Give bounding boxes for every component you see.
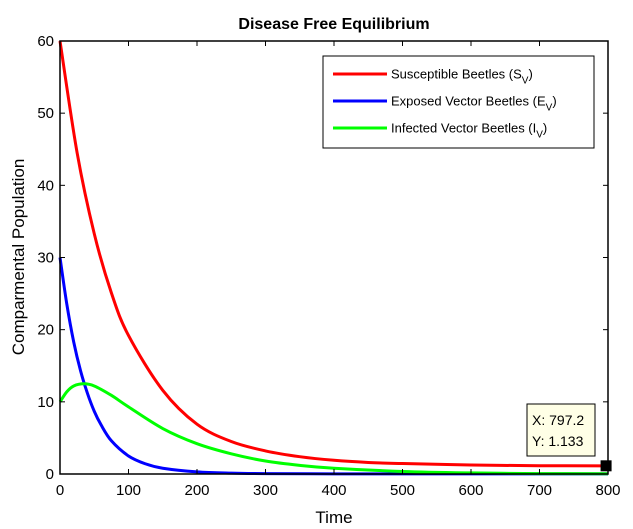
data-tip-y: Y: 1.133 <box>532 433 584 449</box>
legend-entry-E: Exposed Vector Beetles (EV) <box>391 94 557 114</box>
legend: Susceptible Beetles (SV) Exposed Vector B… <box>322 55 595 149</box>
data-tip-x: X: 797.2 <box>532 412 584 428</box>
x-axis-label: Time <box>315 508 352 527</box>
series-line-S <box>58 40 609 468</box>
data-tip[interactable]: X: 797.2 Y: 1.133 <box>526 403 612 472</box>
y-tick-label: 60 <box>37 33 54 50</box>
y-tick-label: 20 <box>37 322 54 339</box>
y-tick-label: 40 <box>37 177 54 194</box>
x-tick-label: 400 <box>321 482 346 499</box>
x-tick-label: 100 <box>116 482 141 499</box>
x-tick-label: 0 <box>56 482 64 499</box>
legend-entry-I: Infected Vector Beetles (IV) <box>391 121 547 141</box>
y-tick-label: 10 <box>37 394 54 411</box>
x-tick-label: 300 <box>253 482 278 499</box>
plot-frame <box>59 40 609 475</box>
y-tick-label: 0 <box>46 466 54 483</box>
chart-title: Disease Free Equilibrium <box>238 16 429 33</box>
y-tick-label: 30 <box>37 250 54 267</box>
data-tip-marker[interactable] <box>600 460 612 472</box>
x-tick-label: 200 <box>184 482 209 499</box>
y-axis-label: Comparmental Population <box>9 159 28 356</box>
x-tick-label: 500 <box>390 482 415 499</box>
x-tick-label: 800 <box>595 482 620 499</box>
x-tick-label: 600 <box>458 482 483 499</box>
y-tick-label: 50 <box>37 105 54 122</box>
data-tip-box <box>526 403 596 457</box>
tick-marks: 0 100 200 300 400 500 600 700 800 0 10 20 30 40 50 60 <box>37 33 620 499</box>
series-line-I <box>58 382 609 476</box>
x-tick-label: 700 <box>527 482 552 499</box>
legend-entry-S: Susceptible Beetles (SV) <box>391 67 533 87</box>
